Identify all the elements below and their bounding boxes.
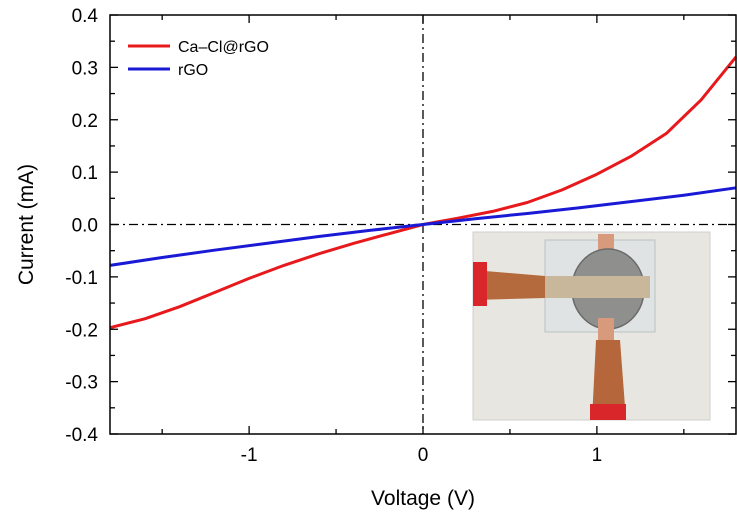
x-tick-label: 1: [592, 445, 603, 466]
plot-area: [109, 15, 737, 434]
y-tick-label: 0.4: [72, 6, 99, 27]
y-tick-label: 0.1: [72, 163, 98, 184]
left-copper-clip: [473, 270, 545, 300]
horizontal-tape-strip: [528, 276, 650, 298]
left-clip-red-grip: [473, 262, 487, 306]
y-tick-label: 0.0: [72, 216, 98, 237]
legend-label-1: rGO: [178, 62, 208, 79]
x-tick-label: 0: [418, 445, 429, 466]
inset-device-photo: [472, 231, 711, 421]
y-tick-label: 0.2: [72, 111, 98, 132]
y-tick-label: -0.2: [65, 320, 98, 341]
y-tick-label: -0.1: [65, 268, 98, 289]
legend-label-0: Ca–Cl@rGO: [178, 39, 269, 56]
y-axis-title: Current (mA): [15, 164, 38, 285]
x-axis-title: Voltage (V): [371, 487, 475, 510]
legend: Ca–Cl@rGO rGO: [128, 39, 269, 79]
y-tick-label: -0.4: [65, 425, 98, 446]
y-tick-label: -0.3: [65, 373, 98, 394]
axes: -1 0 1 0.4 0.3 0.2 0.1 0.0 -0.1 -0.2 -0.3 -0.4 Volta…: [15, 6, 737, 510]
bottom-copper-clip: [592, 340, 626, 420]
y-tick-label: 0.3: [72, 58, 98, 79]
bottom-clip-red-grip: [590, 404, 626, 420]
x-tick-label: -1: [241, 445, 258, 466]
series-line-1: [109, 186, 737, 267]
